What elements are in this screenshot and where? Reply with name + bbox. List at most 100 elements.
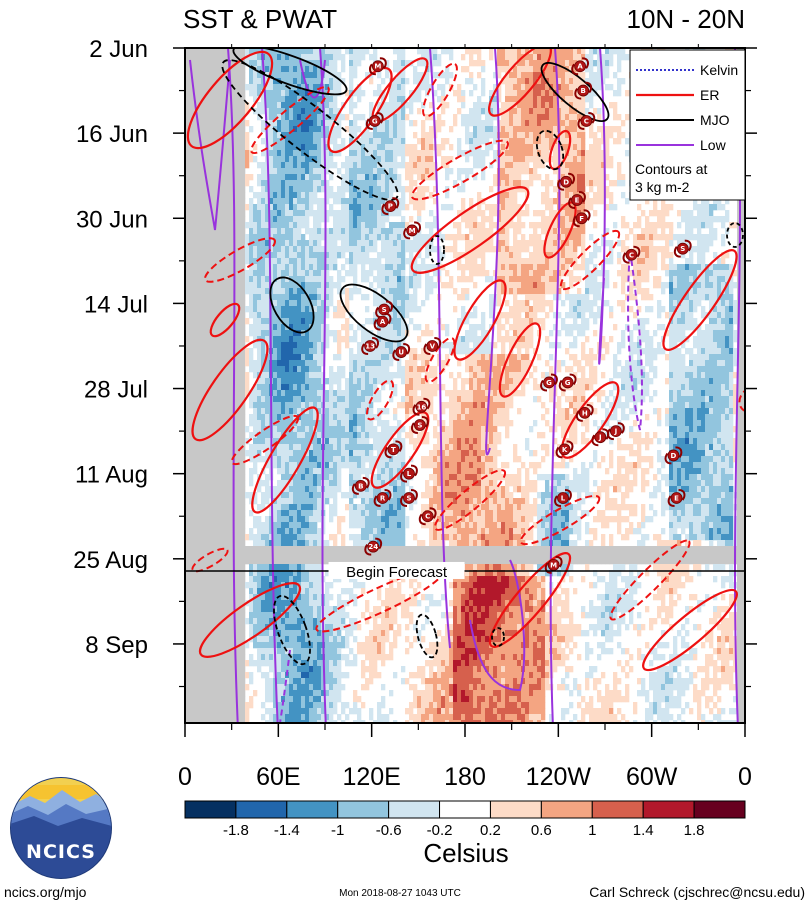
- heat-cell: [341, 420, 346, 427]
- heat-cell: [277, 132, 282, 139]
- heat-cell: [217, 606, 222, 613]
- heat-cell: [193, 228, 198, 235]
- heat-cell: [333, 642, 338, 649]
- heat-cell: [285, 630, 290, 637]
- heat-cell: [261, 522, 266, 529]
- heat-cell: [293, 192, 298, 199]
- heat-cell: [273, 714, 278, 721]
- heat-cell: [193, 180, 198, 187]
- heat-cell: [361, 156, 366, 163]
- heat-cell: [209, 276, 214, 283]
- heat-cell: [321, 720, 326, 723]
- heat-cell: [217, 306, 222, 313]
- heat-cell: [281, 678, 286, 685]
- heat-cell: [229, 294, 234, 301]
- heat-cell: [377, 354, 382, 361]
- heat-cell: [213, 414, 218, 421]
- heat-cell: [265, 708, 270, 715]
- heat-cell: [185, 498, 190, 505]
- heat-cell: [357, 552, 362, 559]
- heat-cell: [241, 234, 246, 241]
- heat-cell: [209, 126, 214, 133]
- heat-cell: [193, 690, 198, 697]
- heat-cell: [341, 306, 346, 313]
- heat-cell: [249, 534, 254, 541]
- heat-cell: [281, 288, 286, 295]
- heat-cell: [309, 270, 314, 277]
- heat-cell: [245, 618, 250, 625]
- heat-cell: [361, 216, 366, 223]
- heat-cell: [317, 198, 322, 205]
- heat-cell: [373, 132, 378, 139]
- heat-cell: [233, 144, 238, 151]
- heat-cell: [221, 192, 226, 199]
- heat-cell: [277, 258, 282, 265]
- heat-cell: [373, 630, 378, 637]
- heat-cell: [301, 504, 306, 511]
- heat-cell: [337, 84, 342, 91]
- heat-cell: [225, 468, 230, 475]
- heat-cell: [357, 48, 362, 55]
- heat-cell: [345, 558, 350, 565]
- heat-cell: [261, 552, 266, 559]
- heat-cell: [273, 372, 278, 379]
- heat-cell: [309, 342, 314, 349]
- heat-cell: [317, 330, 322, 337]
- heat-cell: [301, 162, 306, 169]
- heat-cell: [281, 660, 286, 667]
- heat-cell: [281, 378, 286, 385]
- heat-cell: [313, 684, 318, 691]
- heat-cell: [189, 576, 194, 583]
- heat-cell: [241, 372, 246, 379]
- heat-cell: [325, 456, 330, 463]
- heat-cell: [317, 408, 322, 415]
- heat-cell: [301, 570, 306, 577]
- heat-cell: [277, 180, 282, 187]
- heat-cell: [273, 168, 278, 175]
- heat-cell: [373, 180, 378, 187]
- heat-cell: [321, 348, 326, 355]
- heat-cell: [309, 390, 314, 397]
- heat-cell: [349, 66, 354, 73]
- heat-cell: [297, 450, 302, 457]
- heat-cell: [305, 210, 310, 217]
- heat-cell: [185, 210, 190, 217]
- heat-cell: [225, 600, 230, 607]
- heat-cell: [333, 492, 338, 499]
- heat-cell: [205, 228, 210, 235]
- heat-cell: [225, 672, 230, 679]
- heat-cell: [333, 420, 338, 427]
- heat-cell: [313, 666, 318, 673]
- heat-cell: [281, 48, 286, 55]
- heat-cell: [201, 660, 206, 667]
- heat-cell: [333, 696, 338, 703]
- heat-cell: [249, 186, 254, 193]
- heat-cell: [229, 546, 234, 553]
- heat-cell: [209, 534, 214, 541]
- heat-cell: [189, 438, 194, 445]
- heat-cell: [193, 354, 198, 361]
- heat-cell: [213, 270, 218, 277]
- heat-cell: [281, 84, 286, 91]
- heat-cell: [325, 492, 330, 499]
- heat-cell: [313, 396, 318, 403]
- heat-cell: [301, 564, 306, 571]
- heat-cell: [301, 384, 306, 391]
- heat-cell: [377, 330, 382, 337]
- heat-cell: [205, 522, 210, 529]
- heat-cell: [317, 318, 322, 325]
- heat-cell: [369, 258, 374, 265]
- heat-cell: [337, 312, 342, 319]
- heat-cell: [369, 264, 374, 271]
- heat-cell: [329, 504, 334, 511]
- heat-cell: [337, 474, 342, 481]
- heat-cell: [185, 102, 190, 109]
- heat-cell: [349, 366, 354, 373]
- heat-cell: [377, 654, 382, 661]
- heat-cell: [269, 570, 274, 577]
- heat-cell: [293, 372, 298, 379]
- heat-cell: [201, 708, 206, 715]
- heat-cell: [273, 702, 278, 709]
- heat-cell: [225, 708, 230, 715]
- heat-cell: [185, 336, 190, 343]
